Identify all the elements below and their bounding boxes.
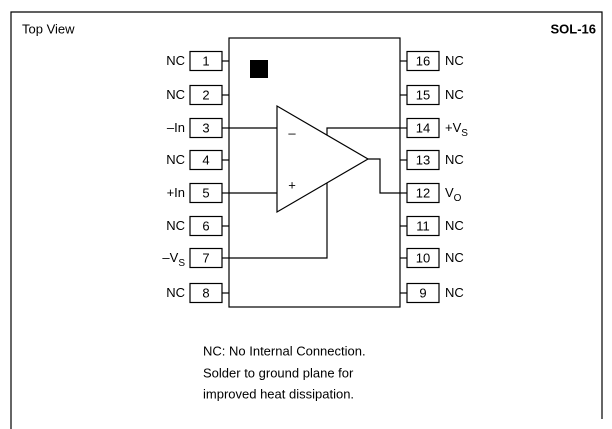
pin-label-text: NC bbox=[445, 250, 464, 265]
pin-label: NC bbox=[445, 152, 464, 167]
pin-label-text: +V bbox=[445, 120, 462, 135]
pin-number: 3 bbox=[202, 120, 209, 135]
pin-label-text: NC bbox=[166, 87, 185, 102]
pin-number: 1 bbox=[202, 53, 209, 68]
wire bbox=[326, 127, 400, 135]
pin-number: 12 bbox=[416, 185, 430, 200]
wire bbox=[229, 183, 328, 259]
pin-number: 9 bbox=[419, 285, 426, 300]
note: Solder to ground plane for bbox=[203, 365, 354, 380]
view-title: Top View bbox=[22, 21, 75, 36]
op-amp bbox=[276, 104, 370, 214]
wire bbox=[368, 158, 400, 194]
pin-label-sub: S bbox=[461, 128, 468, 139]
pin-number: 6 bbox=[202, 218, 209, 233]
chip-body bbox=[228, 37, 401, 308]
note: NC: No Internal Connection. bbox=[203, 343, 366, 358]
pin1-marker bbox=[250, 60, 268, 78]
pin-label: NC bbox=[445, 285, 464, 300]
pin-number: 14 bbox=[416, 120, 430, 135]
pin-label-text: NC bbox=[166, 285, 185, 300]
package-name: SOL-16 bbox=[550, 21, 596, 36]
pin-label: –VS bbox=[162, 250, 185, 268]
pin-label-text: NC bbox=[445, 87, 464, 102]
pin-number: 8 bbox=[202, 285, 209, 300]
pin-label-text: –In bbox=[167, 120, 185, 135]
pin-label-text: –V bbox=[162, 250, 178, 265]
pin-label: NC bbox=[166, 218, 185, 233]
pin-label-text: NC bbox=[445, 53, 464, 68]
pin-number: 11 bbox=[416, 218, 430, 233]
pin-label: NC bbox=[166, 87, 185, 102]
pin-label-text: NC bbox=[166, 218, 185, 233]
pin-label-sub: S bbox=[178, 258, 185, 269]
pin-number: 15 bbox=[416, 87, 430, 102]
pin-number: 2 bbox=[202, 87, 209, 102]
pin-label-text: NC bbox=[445, 152, 464, 167]
note: improved heat dissipation. bbox=[203, 386, 354, 401]
pin-number: 10 bbox=[416, 250, 430, 265]
pin-label-text: NC bbox=[445, 285, 464, 300]
pin-number: 16 bbox=[416, 53, 430, 68]
pin-label: NC bbox=[166, 53, 185, 68]
pin-label: +In bbox=[167, 185, 185, 200]
pin-label-text: NC bbox=[166, 152, 185, 167]
frame bbox=[10, 11, 603, 429]
pin-label: NC bbox=[445, 53, 464, 68]
pin-number: 4 bbox=[202, 152, 209, 167]
minus-sign: – bbox=[288, 125, 296, 140]
pin-label: VO bbox=[445, 185, 462, 203]
pin-label: +VS bbox=[445, 120, 468, 138]
pin-label-text: NC bbox=[166, 53, 185, 68]
pin-label: NC bbox=[445, 250, 464, 265]
pin-label: NC bbox=[166, 152, 185, 167]
pin-label: NC bbox=[166, 285, 185, 300]
pin-number: 5 bbox=[202, 185, 209, 200]
pin-label-text: NC bbox=[445, 218, 464, 233]
pin-label: –In bbox=[167, 120, 185, 135]
plus-sign: + bbox=[288, 177, 296, 192]
pin-number: 13 bbox=[416, 152, 430, 167]
pin-label-sub: O bbox=[454, 193, 462, 204]
pin-label-text: +In bbox=[167, 185, 185, 200]
pin-label-text: V bbox=[445, 185, 454, 200]
pin-label: NC bbox=[445, 87, 464, 102]
pin-label: NC bbox=[445, 218, 464, 233]
pin-number: 7 bbox=[202, 250, 209, 265]
